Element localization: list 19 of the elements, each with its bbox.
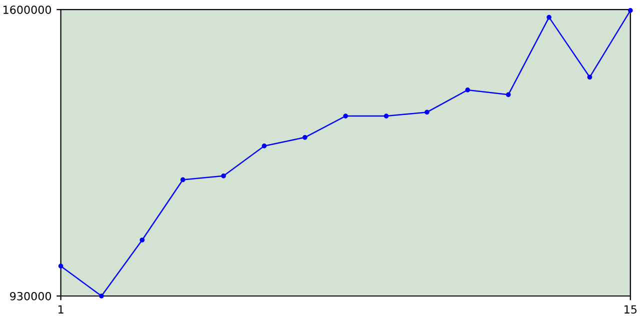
y-tick-label: 930000 xyxy=(10,292,52,300)
point xyxy=(506,92,511,98)
point xyxy=(424,110,430,115)
x-tick-label: 1 xyxy=(58,305,64,314)
x-tick-label: 15 xyxy=(624,305,636,314)
point xyxy=(58,264,64,269)
point xyxy=(221,173,226,178)
y-tick-label: 1600000 xyxy=(4,6,52,14)
point xyxy=(302,134,308,140)
point xyxy=(628,8,633,13)
point xyxy=(99,294,104,298)
point xyxy=(546,14,552,20)
point xyxy=(465,88,470,92)
point xyxy=(587,74,592,80)
point xyxy=(140,238,145,242)
point xyxy=(262,144,267,148)
point xyxy=(343,114,348,118)
point xyxy=(384,114,389,118)
point xyxy=(180,177,186,182)
